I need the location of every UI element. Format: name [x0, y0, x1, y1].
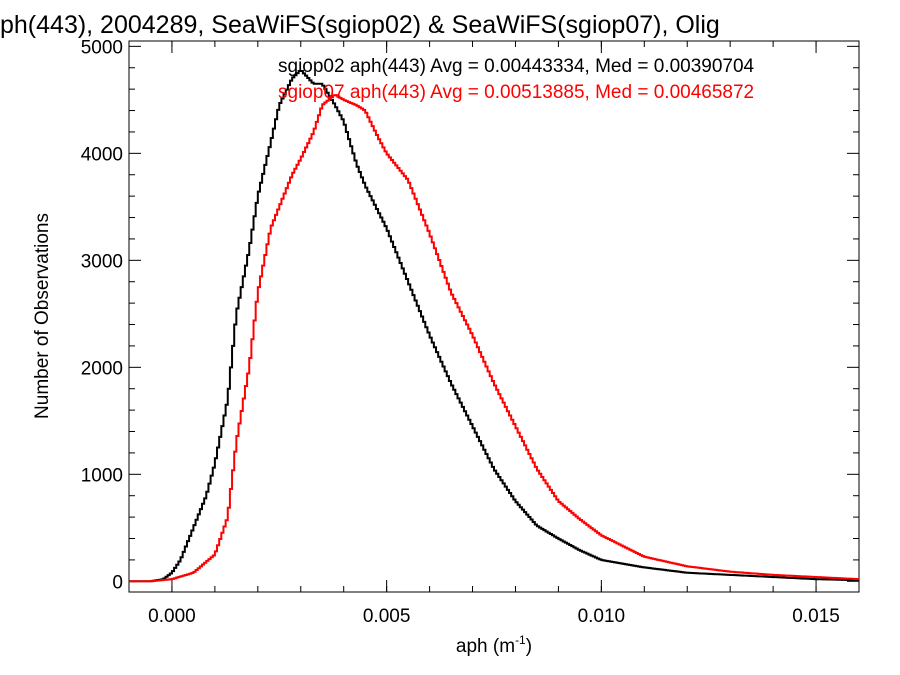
series-layer [129, 69, 859, 583]
y-tick-label: 4000 [81, 144, 123, 165]
y-tick-label: 3000 [81, 251, 123, 272]
y-tick-label: 5000 [81, 37, 123, 58]
x-axis-label-text: aph (m [456, 636, 515, 657]
y-tick-label: 0 [112, 572, 123, 593]
series-line-0 [129, 69, 859, 583]
y-axis-label: Number of Observations [32, 213, 53, 419]
x-tick-label: 0.000 [148, 606, 196, 627]
annotation-sgiop02: sgiop02 aph(443) Avg = 0.00443334, Med =… [278, 56, 755, 77]
series-line-1 [129, 94, 859, 583]
x-axis-label-close: ) [526, 636, 532, 657]
chart-title: ph(443), 2004289, SeaWiFS(sgiop02) & Sea… [0, 11, 720, 39]
annotation-sgiop07: sgiop07 aph(443) Avg = 0.00513885, Med =… [278, 82, 754, 103]
x-tick-label: 0.015 [792, 606, 840, 627]
y-axis-ticks: 0 1000 2000 3000 4000 5000 [81, 37, 859, 593]
x-axis-label-superscript: -1 [515, 633, 526, 647]
x-axis-label: aph (m-1) [456, 633, 532, 657]
y-tick-label: 1000 [81, 465, 123, 486]
x-tick-label: 0.005 [363, 606, 411, 627]
y-tick-label: 2000 [81, 358, 123, 379]
plot-frame [128, 40, 860, 593]
x-axis-ticks: 0.000 0.005 0.010 0.015 [128, 41, 860, 627]
x-tick-label: 0.010 [578, 606, 626, 627]
